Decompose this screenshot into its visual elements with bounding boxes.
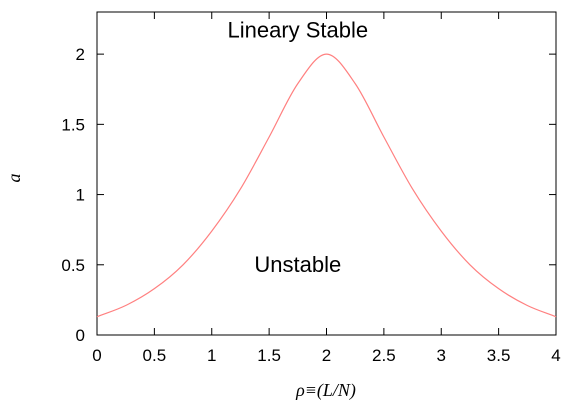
y-tick-label-3: 1.5 xyxy=(61,115,85,134)
x-tick-label-8: 4 xyxy=(551,346,560,365)
y-tick-label-4: 2 xyxy=(76,45,85,64)
y-tick-label-0: 0 xyxy=(76,326,85,345)
annotation-1: Unstable xyxy=(254,252,341,277)
x-tick-label-0: 0 xyxy=(92,346,101,365)
series-group xyxy=(96,53,557,318)
tick-labels: 0 0.5 1 1.5 2 2.5 3 3.5 4 0 0.5 1 1.5 2 xyxy=(61,45,560,365)
x-tick-label-7: 3.5 xyxy=(487,346,511,365)
y-tick-label-1: 0.5 xyxy=(61,256,85,275)
annotation-0: Lineary Stable xyxy=(227,17,368,42)
x-tick-label-1: 0.5 xyxy=(143,346,167,365)
x-tick-label-2: 1 xyxy=(207,346,216,365)
y-axis-label: a xyxy=(4,174,24,183)
x-tick-label-4: 2 xyxy=(322,346,331,365)
y-tick-label-2: 1 xyxy=(76,186,85,205)
x-tick-label-6: 3 xyxy=(437,346,446,365)
series-line-0 xyxy=(96,53,557,318)
axis-ticks xyxy=(96,12,557,336)
x-tick-label-5: 2.5 xyxy=(372,346,396,365)
plot-frame xyxy=(96,11,557,336)
x-tick-label-3: 1.5 xyxy=(257,346,281,365)
x-axis-label: ρ≡(L/N) xyxy=(295,380,356,401)
annotations: Lineary Stable Unstable xyxy=(227,17,368,277)
